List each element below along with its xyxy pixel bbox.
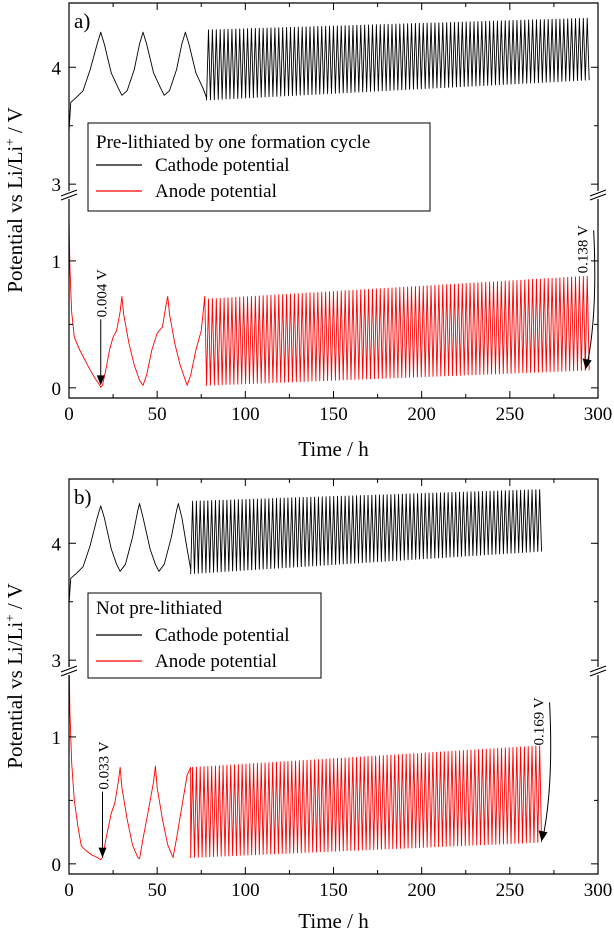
annotation-arrow: [587, 230, 596, 363]
x-tick-label: 50: [148, 880, 167, 901]
anode-potential-line: [68, 648, 543, 861]
y-axis-label-unit: / V: [3, 583, 27, 614]
y-axis-label-main: Potential vs Li/Li: [3, 146, 27, 293]
y-tick-label: 4: [52, 58, 62, 79]
y-tick-label: 3: [52, 175, 62, 196]
axis-break-gap: [61, 191, 77, 199]
axis-break-gap: [61, 667, 77, 675]
x-tick-label: 100: [231, 880, 260, 901]
annotation-arrow: [543, 702, 552, 835]
x-tick-label: 300: [584, 880, 613, 901]
x-tick-label: 0: [64, 880, 74, 901]
y-tick-label: 0: [52, 855, 62, 876]
axis-break-gap: [590, 191, 606, 199]
legend-entry: Cathode potential: [155, 155, 290, 176]
annotation-arrowhead: [538, 830, 548, 842]
axis-break-mark: [589, 189, 607, 197]
chart-panel-a: 0 50 100 150 200 250 300 3 4 0 1 Time / h Potential …: [2, 2, 613, 461]
x-tick-label: 0: [64, 404, 74, 425]
panel-label: b): [74, 485, 92, 509]
axis-break-gap: [590, 667, 606, 675]
legend-title: Not pre-lithiated: [96, 598, 223, 619]
axis-break-mark: [60, 193, 78, 201]
axis-break-mark: [60, 669, 78, 677]
y-axis-label: Potential vs Li/Li+ / V: [2, 583, 27, 768]
x-tick-label: 100: [231, 404, 260, 425]
x-tick-label: 250: [496, 404, 525, 425]
legend: Not pre-lithiated Cathode potential Anode …: [87, 592, 322, 679]
x-tick-label: 200: [407, 404, 436, 425]
anode-potential-line: [68, 216, 590, 388]
legend: Pre-lithiated by one formation cycleCath…: [87, 122, 431, 212]
annotation-arrowhead: [582, 358, 592, 370]
annotation-min-potential: 0.004 V: [95, 269, 111, 317]
y-tick-label: 1: [52, 728, 62, 749]
axis-break-mark: [60, 665, 78, 673]
x-tick-label: 300: [584, 404, 613, 425]
y-axis-label-unit: / V: [3, 107, 27, 138]
y-tick-label: 3: [52, 651, 62, 672]
chart-panel-b: 0 50 100 150 200 250 300 3 4 0 1 Time / h Potential …: [2, 478, 613, 933]
y-axis-label: Potential vs Li/Li+ / V: [2, 107, 27, 292]
axis-break-mark: [60, 189, 78, 197]
annotation-final-potential: 0.169 V: [532, 697, 548, 745]
annotation-arrowhead: [98, 847, 107, 858]
y-tick-label: 0: [52, 379, 62, 400]
legend-entry: Anode potential: [155, 651, 277, 672]
axis-break-mark: [589, 193, 607, 201]
legend-box: [87, 122, 431, 212]
x-tick-label: 250: [496, 880, 525, 901]
axis-break-mark: [589, 665, 607, 673]
y-tick-label: 4: [52, 534, 62, 555]
x-tick-label: 200: [407, 880, 436, 901]
y-axis-label-main: Potential vs Li/Li: [3, 622, 27, 769]
x-tick-label: 50: [148, 404, 167, 425]
y-tick-label: 1: [52, 252, 62, 273]
y-axis-label-sup: +: [2, 614, 17, 621]
legend-entry: Cathode potential: [155, 625, 290, 646]
annotation-arrowhead: [96, 375, 105, 386]
x-tick-label: 150: [319, 880, 348, 901]
annotation-min-potential: 0.033 V: [97, 741, 113, 789]
cathode-potential-line: [68, 489, 543, 605]
x-tick-label: 150: [319, 404, 348, 425]
axis-break-mark: [589, 669, 607, 677]
x-axis-label: Time / h: [298, 437, 369, 461]
cathode-potential-line: [68, 17, 590, 132]
legend-entry: Anode potential: [155, 181, 277, 202]
x-axis-label: Time / h: [298, 909, 369, 933]
legend-title: Pre-lithiated by one formation cycle: [96, 132, 370, 153]
annotation-final-potential: 0.138 V: [576, 225, 592, 273]
panel-label: a): [74, 9, 90, 33]
y-axis-label-sup: +: [2, 138, 17, 145]
